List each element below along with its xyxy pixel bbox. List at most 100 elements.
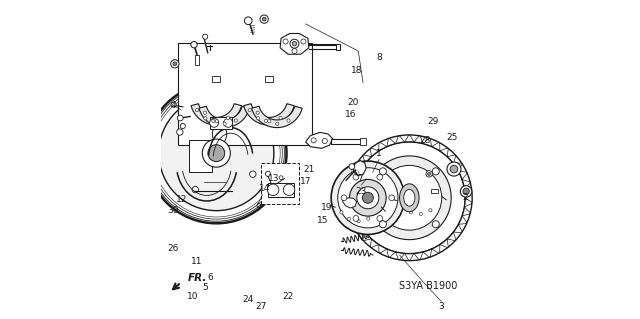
Circle shape	[292, 48, 297, 54]
Circle shape	[192, 186, 198, 193]
Circle shape	[349, 179, 386, 216]
Circle shape	[292, 41, 297, 46]
Circle shape	[338, 168, 398, 228]
Circle shape	[264, 119, 268, 122]
Circle shape	[177, 129, 183, 135]
Ellipse shape	[399, 184, 419, 212]
Bar	[261, 163, 300, 204]
Circle shape	[257, 117, 260, 120]
Polygon shape	[397, 196, 442, 218]
Ellipse shape	[212, 123, 227, 144]
Circle shape	[380, 168, 387, 175]
Circle shape	[268, 120, 271, 123]
Polygon shape	[353, 160, 366, 175]
Circle shape	[301, 39, 306, 44]
Circle shape	[311, 138, 316, 143]
Text: 7: 7	[357, 174, 363, 183]
Circle shape	[447, 162, 461, 176]
Text: 22: 22	[282, 292, 294, 301]
Circle shape	[432, 168, 439, 175]
Circle shape	[367, 156, 451, 240]
Text: 26: 26	[168, 244, 179, 253]
Text: 28: 28	[420, 136, 431, 145]
Circle shape	[279, 176, 283, 180]
Circle shape	[248, 108, 252, 112]
Bar	[189, 140, 212, 172]
Circle shape	[177, 115, 183, 121]
Text: 25: 25	[447, 133, 458, 142]
Circle shape	[419, 212, 422, 216]
Bar	[431, 189, 438, 193]
Text: 17: 17	[300, 177, 312, 186]
Circle shape	[341, 195, 347, 201]
Text: FR.: FR.	[188, 273, 207, 283]
Text: 3: 3	[438, 302, 444, 311]
Circle shape	[353, 216, 359, 221]
Circle shape	[227, 116, 230, 120]
Text: 12: 12	[175, 195, 187, 204]
Circle shape	[331, 161, 404, 234]
Text: 8: 8	[376, 53, 382, 62]
Polygon shape	[306, 132, 333, 148]
Text: 11: 11	[191, 257, 203, 266]
Circle shape	[223, 122, 227, 125]
Circle shape	[262, 17, 266, 21]
Circle shape	[450, 165, 458, 173]
Text: 1: 1	[376, 149, 382, 158]
Circle shape	[256, 111, 259, 114]
Circle shape	[377, 165, 442, 230]
Circle shape	[349, 164, 355, 169]
Bar	[336, 44, 340, 50]
Circle shape	[180, 123, 186, 129]
Text: 16: 16	[344, 110, 356, 119]
Bar	[331, 139, 362, 144]
Circle shape	[429, 209, 432, 212]
Circle shape	[210, 118, 218, 127]
Text: 30: 30	[168, 206, 179, 215]
Circle shape	[287, 119, 290, 122]
Circle shape	[357, 187, 379, 209]
Text: S3YA B1900: S3YA B1900	[399, 281, 458, 291]
Text: 6: 6	[207, 273, 213, 282]
Polygon shape	[199, 106, 250, 128]
Circle shape	[389, 195, 395, 201]
Text: 2: 2	[462, 193, 468, 202]
Text: 5: 5	[202, 283, 208, 292]
Circle shape	[409, 211, 412, 214]
Circle shape	[290, 39, 299, 48]
Polygon shape	[280, 33, 309, 54]
Text: 4: 4	[170, 101, 176, 110]
Circle shape	[463, 188, 469, 195]
Polygon shape	[342, 198, 356, 208]
Circle shape	[202, 139, 230, 167]
Circle shape	[268, 184, 279, 196]
Ellipse shape	[404, 189, 415, 206]
Circle shape	[195, 108, 198, 112]
Text: 9: 9	[255, 203, 260, 212]
Polygon shape	[191, 104, 241, 125]
Circle shape	[401, 204, 404, 207]
Bar	[265, 76, 273, 82]
Circle shape	[204, 111, 207, 114]
Circle shape	[367, 217, 370, 220]
Bar	[360, 138, 366, 145]
Circle shape	[460, 186, 472, 197]
Circle shape	[279, 116, 282, 120]
Bar	[195, 55, 200, 65]
Circle shape	[353, 142, 465, 254]
Circle shape	[380, 221, 387, 228]
Circle shape	[283, 39, 288, 44]
Circle shape	[159, 96, 274, 211]
Text: 14: 14	[259, 184, 270, 193]
Polygon shape	[335, 205, 381, 225]
Bar	[212, 76, 220, 82]
Circle shape	[284, 184, 295, 196]
Circle shape	[171, 60, 179, 68]
Circle shape	[428, 172, 431, 175]
Text: 19: 19	[321, 203, 332, 212]
Circle shape	[223, 118, 232, 127]
Circle shape	[353, 174, 359, 180]
Circle shape	[362, 192, 373, 203]
Text: 29: 29	[428, 117, 439, 126]
Circle shape	[173, 62, 177, 66]
